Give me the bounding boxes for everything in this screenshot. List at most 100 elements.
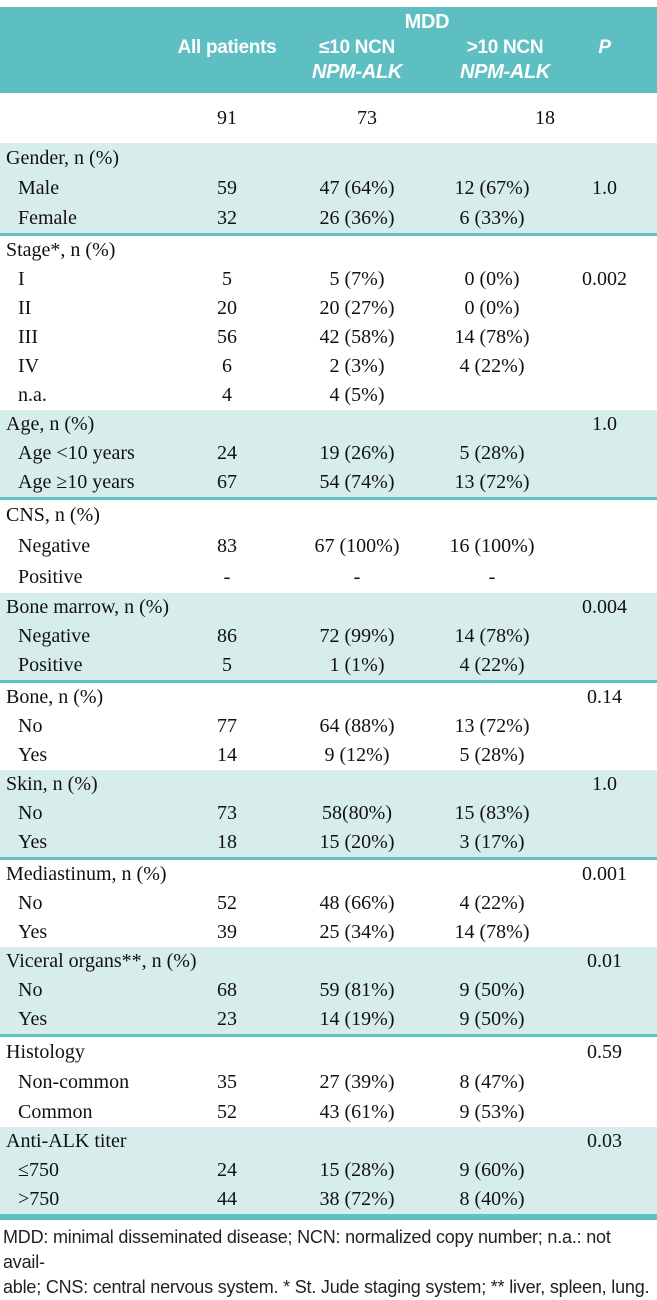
- section-label: Stage*, n (%): [6, 239, 116, 261]
- row-label: Yes: [18, 831, 48, 853]
- section-label: Bone marrow, n (%): [6, 596, 170, 618]
- row-label: Positive: [18, 566, 83, 588]
- section-header-row: CNS, n (%): [0, 500, 657, 531]
- section-label: Skin, n (%): [6, 773, 98, 795]
- row-label: Negative: [18, 535, 91, 557]
- cell-all-patients: 20: [217, 297, 237, 319]
- cell-p: [562, 1185, 657, 1214]
- cell-le10-ncn: 15 (20%): [319, 831, 395, 853]
- cell-p: 1.0: [592, 177, 617, 199]
- cell-gt10-ncn: 4 (22%): [459, 654, 525, 676]
- table-row: Negative 83 67 (100%) 16 (100%): [0, 531, 657, 562]
- row-label: Female: [18, 207, 77, 229]
- row-label: Male: [18, 177, 60, 199]
- cell-le10-ncn: 25 (34%): [319, 921, 395, 943]
- section-label: Gender, n (%): [6, 147, 120, 169]
- cell-gt10-ncn: 5 (28%): [459, 442, 525, 464]
- cell-gt10-ncn: 9 (50%): [459, 979, 525, 1001]
- cell-p: [562, 828, 657, 857]
- row-label: Age <10 years: [18, 442, 135, 464]
- table-row: Male 59 47 (64%) 12 (67%) 1.0: [0, 173, 657, 203]
- row-label: IV: [18, 355, 40, 377]
- cell-p: [562, 294, 657, 323]
- cell-p: [562, 1156, 657, 1185]
- cell-p: 0.002: [582, 268, 627, 290]
- cell-gt10-ncn: [422, 381, 562, 410]
- table-section: Viceral organs**, n (%) 0.01 No 68 59 (81%) 9…: [0, 947, 657, 1037]
- cell-all-patients: 68: [217, 979, 237, 1001]
- cell-gt10-ncn: 14 (78%): [454, 921, 530, 943]
- cell-le10-ncn: 1 (1%): [329, 654, 385, 676]
- row-label: No: [18, 979, 43, 1001]
- cell-p: 1.0: [592, 413, 617, 435]
- section-header-row: Skin, n (%) 1.0: [0, 770, 657, 799]
- cell-le10-ncn: 38 (72%): [319, 1188, 395, 1210]
- table-row: Age <10 years 24 19 (26%) 5 (28%): [0, 439, 657, 468]
- cell-all-patients: 86: [217, 625, 237, 647]
- cell-p: 0.14: [587, 686, 622, 708]
- cell-p: 0.004: [582, 596, 627, 618]
- cell-p: 0.001: [582, 863, 627, 885]
- cell-gt10-ncn: 14 (78%): [454, 625, 530, 647]
- cell-p: [562, 799, 657, 828]
- cell-all-patients: 52: [217, 892, 237, 914]
- table-row: Yes 39 25 (34%) 14 (78%): [0, 918, 657, 947]
- table-section: Bone, n (%) 0.14 No 77 64 (88%) 13 (72%) Yes 14…: [0, 683, 657, 770]
- cell-p: [562, 712, 657, 741]
- cell-gt10-ncn: 9 (50%): [459, 1008, 525, 1030]
- row-label: Non-common: [18, 1071, 130, 1093]
- table-section: Anti-ALK titer 0.03 ≤750 24 15 (28%) 9 (60%) >…: [0, 1127, 657, 1217]
- cell-all-patients: 4: [222, 384, 232, 406]
- cell-p: [562, 889, 657, 918]
- cell-le10-ncn: -: [353, 566, 361, 588]
- cell-p: [562, 352, 657, 381]
- table-row: Positive - - -: [0, 562, 657, 593]
- table-header-band: MDD All patients ≤10 NCN >10 NCN P NPM-A…: [0, 7, 657, 93]
- section-header-row: Bone marrow, n (%) 0.004: [0, 593, 657, 622]
- row-label: Yes: [18, 1008, 48, 1030]
- cell-gt10-ncn: 4 (22%): [459, 355, 525, 377]
- cell-p: [562, 918, 657, 947]
- cell-p: [562, 500, 657, 531]
- row-label: Positive: [18, 654, 83, 676]
- cell-p: [562, 468, 657, 497]
- table-row: Common 52 43 (61%) 9 (53%): [0, 1097, 657, 1127]
- table-row: >750 44 38 (72%) 8 (40%): [0, 1185, 657, 1214]
- cell-le10-ncn: 64 (88%): [319, 715, 395, 737]
- cell-all-patients: 24: [217, 442, 237, 464]
- cell-p: [562, 531, 657, 562]
- cell-p: [562, 1097, 657, 1127]
- table-row: IV 6 2 (3%) 4 (22%): [0, 352, 657, 381]
- cell-p: [562, 439, 657, 468]
- row-label: ≤750: [18, 1159, 59, 1181]
- cell-p: [562, 562, 657, 593]
- cell-le10-ncn: 72 (99%): [319, 625, 395, 647]
- row-label: No: [18, 802, 43, 824]
- cell-all-patients: 83: [217, 535, 237, 557]
- cell-p: 0.59: [587, 1041, 622, 1063]
- cell-gt10-ncn: 13 (72%): [454, 471, 530, 493]
- cell-all-patients: 52: [217, 1101, 237, 1123]
- count-all-patients: 91: [217, 107, 237, 129]
- cell-gt10-ncn: 14 (78%): [454, 326, 530, 348]
- section-label: Histology: [6, 1041, 85, 1063]
- cell-le10-ncn: 15 (28%): [319, 1159, 395, 1181]
- cell-all-patients: 5: [222, 268, 232, 290]
- cell-p: [562, 143, 657, 173]
- cell-le10-ncn: 2 (3%): [329, 355, 385, 377]
- table-row: III 56 42 (58%) 14 (78%): [0, 323, 657, 352]
- cell-gt10-ncn: 5 (28%): [459, 744, 525, 766]
- table-row: II 20 20 (27%) 0 (0%): [0, 294, 657, 323]
- cell-gt10-ncn: 0 (0%): [464, 297, 520, 319]
- cell-all-patients: 59: [217, 177, 237, 199]
- cell-le10-ncn: 48 (66%): [319, 892, 395, 914]
- footnote: MDD: minimal disseminated disease; NCN: …: [0, 1217, 657, 1300]
- row-label: II: [18, 297, 32, 319]
- section-header-row: Stage*, n (%): [0, 236, 657, 265]
- cell-p: 1.0: [592, 773, 617, 795]
- cell-p: [562, 651, 657, 680]
- cell-p: [562, 323, 657, 352]
- table-section: CNS, n (%) Negative 83 67 (100%) 16 (100%) Po…: [0, 500, 657, 593]
- cell-le10-ncn: 4 (5%): [329, 384, 385, 406]
- section-label: CNS, n (%): [6, 504, 100, 526]
